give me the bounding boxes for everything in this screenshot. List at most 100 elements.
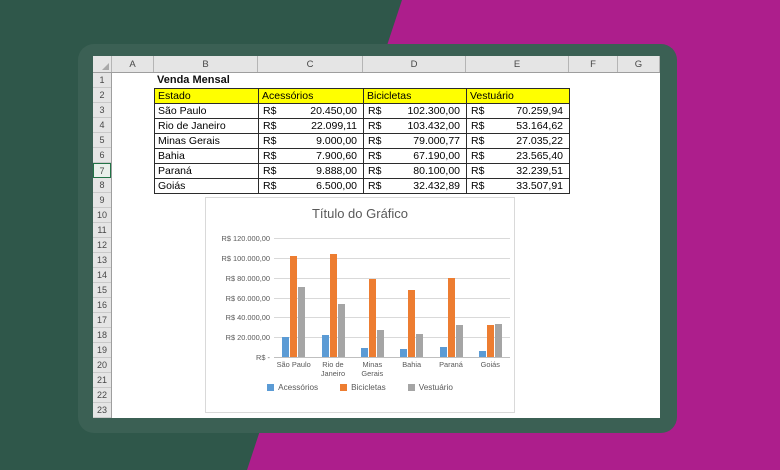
chart-title[interactable]: Título do Gráfico: [311, 206, 409, 221]
bar-acessórios-3[interactable]: [400, 349, 408, 357]
row-header-9[interactable]: 9: [93, 193, 111, 208]
legend-label: Vestuário: [418, 383, 453, 392]
column-header-b[interactable]: B: [154, 56, 258, 72]
currency-value: 7.900,60: [316, 150, 357, 162]
cell-value[interactable]: R$ 6.500,00: [259, 179, 364, 194]
legend-item-bicicletas[interactable]: Bicicletas: [340, 383, 386, 392]
bar-vestuário-5[interactable]: [494, 323, 502, 357]
cell-value[interactable]: R$ 53.164,62: [467, 119, 570, 134]
cell-estado[interactable]: Minas Gerais: [155, 134, 259, 149]
currency-value: 70.259,94: [516, 105, 563, 117]
cell-value[interactable]: R$ 79.000,77: [364, 134, 467, 149]
row-header-17[interactable]: 17: [93, 313, 111, 328]
row-header-7[interactable]: 7: [93, 163, 111, 178]
cell-value[interactable]: R$ 103.432,00: [364, 119, 467, 134]
cell-estado[interactable]: Bahia: [155, 149, 259, 164]
cell-value[interactable]: R$ 9.888,00: [259, 164, 364, 179]
row-header-5[interactable]: 5: [93, 133, 111, 148]
row-header-13[interactable]: 13: [93, 253, 111, 268]
table-header-bicicletas[interactable]: Bicicletas: [364, 89, 467, 104]
legend-swatch-icon: [267, 384, 275, 391]
row-header-6[interactable]: 6: [93, 148, 111, 163]
row-header-12[interactable]: 12: [93, 238, 111, 253]
bar-vestuário-4[interactable]: [455, 325, 463, 357]
row-header-2[interactable]: 2: [93, 88, 111, 103]
cell-value[interactable]: R$ 7.900,60: [259, 149, 364, 164]
bar-acessórios-5[interactable]: [478, 350, 486, 357]
cell-value[interactable]: R$ 32.432,89: [364, 179, 467, 194]
row-header-20[interactable]: 20: [93, 358, 111, 373]
table-header-vestuário[interactable]: Vestuário: [467, 89, 570, 104]
bar-bicicletas-3[interactable]: [408, 290, 416, 357]
row-header-21[interactable]: 21: [93, 373, 111, 388]
chart-gridline: [274, 238, 510, 239]
sales-bar-chart[interactable]: Título do Gráfico R$ 120.000,00 R$ 100.000…: [205, 197, 515, 413]
cell-value[interactable]: R$ 32.239,51: [467, 164, 570, 179]
bar-bicicletas-1[interactable]: [329, 254, 337, 357]
cell-value[interactable]: R$ 22.099,11: [259, 119, 364, 134]
bar-acessórios-4[interactable]: [439, 347, 447, 357]
row-header-10[interactable]: 10: [93, 208, 111, 223]
row-header-3[interactable]: 3: [93, 103, 111, 118]
bar-bicicletas-2[interactable]: [368, 278, 376, 357]
select-all-button[interactable]: [93, 56, 112, 72]
currency-value: 32.239,51: [516, 165, 563, 177]
table-header-acessórios[interactable]: Acessórios: [259, 89, 364, 104]
column-header-f[interactable]: F: [569, 56, 618, 72]
column-header-d[interactable]: D: [363, 56, 466, 72]
cell-estado[interactable]: São Paulo: [155, 104, 259, 119]
row-header-16[interactable]: 16: [93, 298, 111, 313]
cell-value[interactable]: R$ 20.450,00: [259, 104, 364, 119]
column-header-g[interactable]: G: [618, 56, 660, 72]
cell-estado[interactable]: Rio de Janeiro: [155, 119, 259, 134]
bar-vestuário-3[interactable]: [416, 333, 424, 357]
row-header-11[interactable]: 11: [93, 223, 111, 238]
column-header-c[interactable]: C: [258, 56, 363, 72]
cell-value[interactable]: R$ 80.100,00: [364, 164, 467, 179]
currency-value: 103.432,00: [407, 120, 460, 132]
legend-item-acessórios[interactable]: Acessórios: [267, 383, 318, 392]
x-axis-line: [274, 357, 510, 358]
bar-acessórios-0[interactable]: [282, 336, 290, 357]
currency-prefix: R$: [471, 135, 485, 147]
bar-acessórios-2[interactable]: [360, 348, 368, 357]
row-header-1[interactable]: 1: [93, 73, 111, 88]
currency-value: 22.099,11: [311, 120, 357, 132]
legend-item-vestuário[interactable]: Vestuário: [407, 383, 453, 392]
row-header-23[interactable]: 23: [93, 403, 111, 418]
cell-value[interactable]: R$ 70.259,94: [467, 104, 570, 119]
currency-value: 6.500,00: [316, 180, 357, 192]
currency-prefix: R$: [263, 135, 277, 147]
cell-estado[interactable]: Goiás: [155, 179, 259, 194]
bar-acessórios-1[interactable]: [321, 335, 329, 357]
bar-vestuário-1[interactable]: [337, 304, 345, 357]
cell-estado[interactable]: Paraná: [155, 164, 259, 179]
cell-value[interactable]: R$ 102.300,00: [364, 104, 467, 119]
column-header-a[interactable]: A: [112, 56, 154, 72]
cell-value[interactable]: R$ 27.035,22: [467, 134, 570, 149]
table-header-estado[interactable]: Estado: [155, 89, 259, 104]
row-header-14[interactable]: 14: [93, 268, 111, 283]
cell-value[interactable]: R$ 23.565,40: [467, 149, 570, 164]
bar-vestuário-0[interactable]: [298, 287, 306, 357]
bar-bicicletas-0[interactable]: [290, 255, 298, 357]
row-header-8[interactable]: 8: [93, 178, 111, 193]
currency-prefix: R$: [471, 150, 485, 162]
row-header-15[interactable]: 15: [93, 283, 111, 298]
bar-vestuário-2[interactable]: [376, 330, 384, 357]
legend-label: Bicicletas: [351, 383, 386, 392]
bar-bicicletas-5[interactable]: [486, 324, 494, 357]
cell-venda-mensal-title[interactable]: Venda Mensal: [157, 74, 230, 86]
cell-value[interactable]: R$ 9.000,00: [259, 134, 364, 149]
cell-value[interactable]: R$ 67.190,00: [364, 149, 467, 164]
bar-bicicletas-4[interactable]: [447, 277, 455, 357]
row-header-4[interactable]: 4: [93, 118, 111, 133]
row-header-18[interactable]: 18: [93, 328, 111, 343]
row-header-19[interactable]: 19: [93, 343, 111, 358]
currency-prefix: R$: [263, 150, 277, 162]
cell-value[interactable]: R$ 33.507,91: [467, 179, 570, 194]
column-header-e[interactable]: E: [466, 56, 569, 72]
row-header-22[interactable]: 22: [93, 388, 111, 403]
